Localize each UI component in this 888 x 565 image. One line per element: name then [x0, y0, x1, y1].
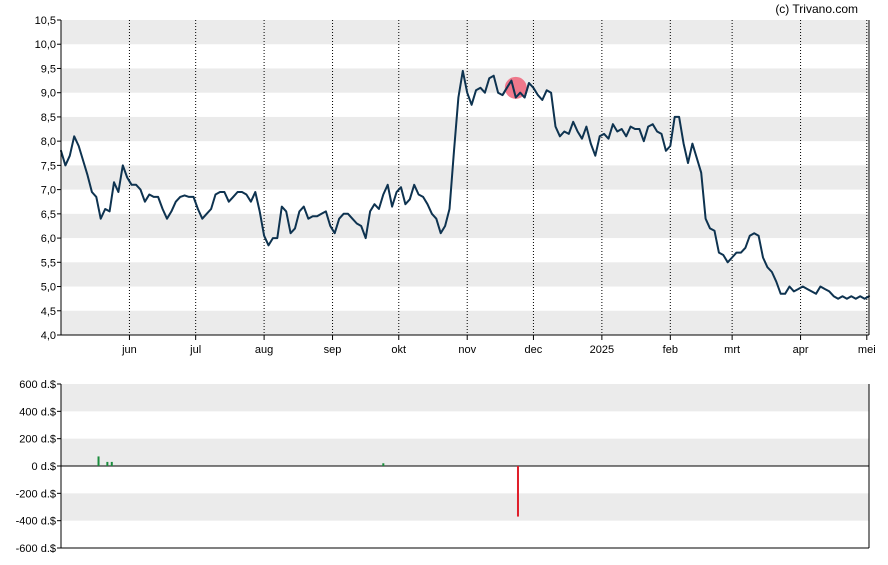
price-band [61, 213, 869, 239]
volume-band [61, 384, 869, 412]
volume-y-tick-label: -600 d.$ [16, 543, 56, 555]
volume-band [61, 438, 869, 466]
y-tick-label: 5,0 [41, 282, 56, 294]
y-tick-label: 10,0 [35, 39, 56, 51]
y-tick-label: 5,5 [41, 257, 56, 269]
price-marker-group [501, 76, 530, 99]
volume-band [61, 493, 869, 521]
x-tick-label: apr [793, 344, 809, 356]
y-tick-label: 4,5 [41, 306, 56, 318]
price-chart-bands [61, 20, 869, 335]
x-tick-label: feb [663, 344, 678, 356]
buy-bar [110, 461, 113, 466]
volume-y-axis: 600 d.$ 400 d.$ 200 d.$ 0 d.$ -200 d.$ -400 d… [16, 379, 61, 555]
y-tick-label: 9,5 [41, 63, 56, 75]
x-tick-label: sep [324, 344, 342, 356]
price-line-group [60, 69, 870, 300]
price-band [61, 20, 869, 45]
price-line [60, 69, 870, 300]
y-tick-label: 6,5 [41, 209, 56, 221]
y-tick-label: 6,0 [41, 233, 56, 245]
x-tick-label: jun [121, 344, 137, 356]
x-tick-label: dec [525, 344, 543, 356]
credit-label: (c) Trivano.com [775, 2, 858, 16]
volume-y-tick-label: -400 d.$ [16, 516, 56, 528]
volume-y-tick-label: 400 d.$ [19, 406, 56, 418]
buy-bar [106, 461, 109, 466]
price-band [61, 262, 869, 287]
y-tick-label: 9,0 [41, 88, 56, 100]
price-band [61, 165, 869, 190]
x-tick-label: okt [391, 344, 406, 356]
x-tick-label: nov [458, 344, 476, 356]
x-tick-label: aug [255, 344, 273, 356]
y-tick-label: 7,5 [41, 160, 56, 172]
price-band [61, 116, 869, 142]
volume-y-tick-label: -200 d.$ [16, 488, 56, 500]
volume-y-tick-label: 600 d.$ [19, 379, 56, 391]
y-tick-label: 10,5 [35, 15, 56, 27]
x-tick-label: 2025 [590, 344, 614, 356]
price-y-axis: 4,0 4,5 5,0 5,5 6,0 6,5 7,0 7,5 8,0 8,5 9,0 9,5 10,0… [35, 15, 61, 342]
buy-bar [97, 456, 100, 466]
price-x-axis: jun jul aug sep okt nov dec 2025 feb mrt apr mei [121, 335, 876, 356]
volume-bars [97, 456, 519, 517]
price-line-overlay [501, 79, 530, 99]
x-tick-label: mei [858, 344, 876, 356]
x-tick-label: mrt [724, 344, 740, 356]
y-tick-label: 7,0 [41, 185, 56, 197]
buy-bar [382, 463, 385, 466]
volume-y-tick-label: 200 d.$ [19, 434, 56, 446]
volume-chart-bands [61, 384, 869, 521]
y-tick-label: 8,0 [41, 136, 56, 148]
x-tick-label: jul [189, 344, 201, 356]
sell-bar [516, 466, 519, 517]
price-band [61, 310, 869, 335]
volume-y-tick-label: 0 d.$ [32, 461, 56, 473]
y-tick-label: 8,5 [41, 112, 56, 124]
y-tick-label: 4,0 [41, 330, 56, 342]
